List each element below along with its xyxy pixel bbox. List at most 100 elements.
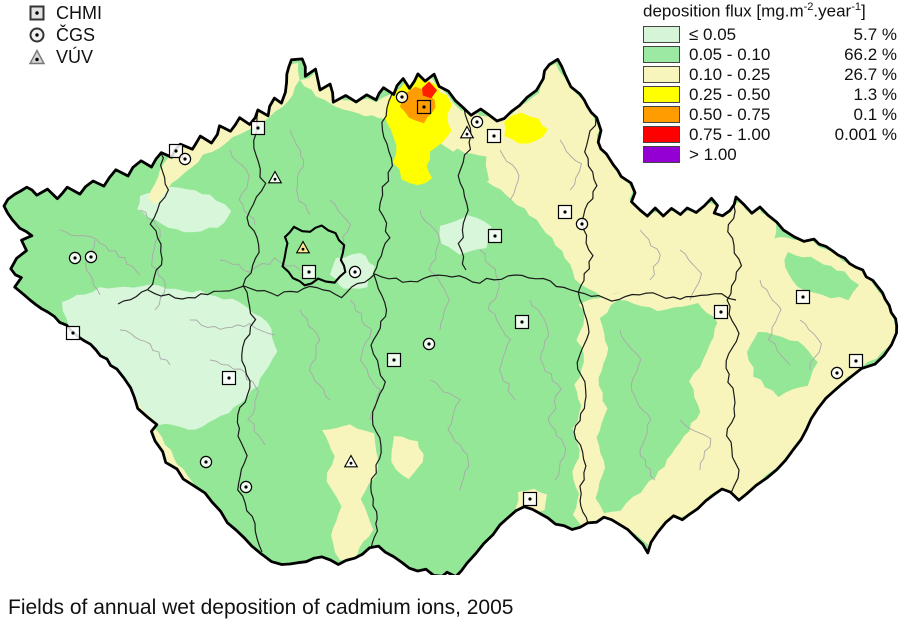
flux-class-range: 0.75 - 1.00 bbox=[689, 124, 771, 144]
district-boundary bbox=[229, 149, 256, 226]
district-boundary bbox=[529, 299, 567, 481]
flux-legend-rows: ≤ 0.05 5.7 % 0.05 - 0.10 66.2 % 0.10 - 0.25 2… bbox=[643, 25, 897, 165]
vuv-station-marker bbox=[267, 170, 283, 184]
flux-legend-row: 0.05 - 0.10 66.2 % bbox=[643, 45, 897, 65]
flux-legend-row: 0.25 - 0.50 1.3 % bbox=[643, 85, 897, 105]
flux-zone-0.10-0.25 bbox=[391, 436, 424, 479]
region-boundary bbox=[147, 285, 245, 300]
cgs-station-marker bbox=[178, 152, 192, 166]
chmi-station-marker bbox=[848, 353, 864, 369]
flux-zone-0.05-0.10 bbox=[747, 332, 818, 398]
cgs-station-marker bbox=[84, 250, 98, 264]
cgs-station-marker bbox=[575, 217, 589, 231]
station-legend-label: VÚV bbox=[56, 46, 94, 67]
flux-class-swatch bbox=[643, 86, 680, 104]
square-dot-icon bbox=[29, 5, 45, 21]
flux-zone-le-0.05 bbox=[439, 215, 492, 255]
flux-class-swatch bbox=[643, 66, 680, 84]
region-boundary bbox=[577, 291, 737, 302]
flux-legend: deposition flux [mg.m-2.year-1] ≤ 0.05 5.… bbox=[643, 1, 897, 165]
flux-class-range: 0.50 - 0.75 bbox=[689, 104, 771, 124]
prague-city-boundary bbox=[281, 224, 347, 287]
district-boundary bbox=[419, 209, 450, 331]
district-boundary bbox=[479, 249, 516, 401]
flux-class-range: 0.10 - 0.25 bbox=[689, 64, 771, 84]
district-boundary bbox=[499, 149, 520, 201]
district-boundary bbox=[429, 379, 470, 491]
flux-class-percent: 1.3 % bbox=[853, 84, 897, 104]
flux-class-range: ≤ 0.05 bbox=[689, 24, 737, 44]
flux-class-percent: 0.001 % bbox=[834, 124, 897, 144]
flux-legend-row: > 1.00 bbox=[643, 145, 897, 165]
district-boundary bbox=[119, 329, 171, 366]
flux-class-swatch bbox=[643, 46, 680, 64]
cgs-station-marker bbox=[395, 90, 409, 104]
district-boundary bbox=[619, 329, 656, 481]
cgs-station-marker bbox=[348, 265, 362, 279]
district-boundary bbox=[679, 249, 703, 301]
chmi-station-marker bbox=[487, 228, 503, 244]
map-caption: Fields of annual wet deposition of cadmi… bbox=[8, 596, 514, 619]
district-boundary bbox=[679, 419, 712, 471]
flux-zone-0.25-0.50 bbox=[504, 112, 548, 144]
chmi-station-marker bbox=[65, 325, 81, 341]
district-boundary bbox=[219, 257, 301, 273]
square-dot-icon bbox=[28, 4, 46, 22]
district-boundary bbox=[759, 279, 791, 366]
region-boundary bbox=[374, 273, 579, 293]
district-boundary bbox=[559, 139, 583, 191]
flux-class-range: 0.05 - 0.10 bbox=[689, 44, 771, 64]
chmi-station-marker bbox=[221, 370, 237, 386]
district-boundary bbox=[349, 299, 381, 421]
triangle-dot-icon bbox=[28, 48, 46, 66]
station-legend: CHMI ČGS VÚV bbox=[28, 2, 102, 68]
chmi-station-marker bbox=[416, 99, 432, 115]
station-legend-row-chmi: CHMI bbox=[28, 2, 102, 24]
cgs-station-marker bbox=[68, 251, 82, 265]
flux-class-range: > 1.00 bbox=[689, 144, 737, 164]
district-boundary bbox=[639, 229, 661, 281]
flux-zone-0.75-1.00 bbox=[422, 81, 438, 99]
flux-class-swatch bbox=[643, 146, 680, 164]
flux-zone-le-0.05 bbox=[62, 284, 278, 430]
region-boundary bbox=[573, 117, 598, 525]
circle-dot-icon bbox=[28, 26, 46, 44]
flux-legend-row: 0.10 - 0.25 26.7 % bbox=[643, 65, 897, 85]
chmi-station-marker bbox=[386, 352, 402, 368]
station-markers bbox=[65, 90, 864, 507]
station-legend-row-vuv: VÚV bbox=[28, 46, 102, 68]
region-boundary bbox=[243, 273, 376, 299]
chmi-station-marker bbox=[168, 143, 184, 159]
district-boundary bbox=[289, 129, 311, 216]
chmi-station-marker bbox=[486, 128, 502, 144]
district-boundary bbox=[139, 209, 166, 311]
flux-legend-row: ≤ 0.05 5.7 % bbox=[643, 25, 897, 45]
triangle-dot-icon bbox=[28, 49, 46, 65]
chmi-station-marker bbox=[514, 314, 530, 330]
district-boundary bbox=[209, 359, 266, 446]
flux-zone-0.05-0.10 bbox=[784, 252, 860, 301]
region-boundary bbox=[117, 151, 170, 305]
chmi-station-marker bbox=[795, 289, 811, 305]
cgs-station-marker bbox=[199, 455, 213, 469]
vuv-station-marker bbox=[459, 125, 475, 139]
station-legend-row-cgs: ČGS bbox=[28, 24, 102, 46]
flux-legend-title: deposition flux [mg.m-2.year-1] bbox=[643, 1, 866, 21]
circle-dot-icon bbox=[29, 27, 45, 43]
district-boundary bbox=[299, 309, 331, 401]
cgs-station-marker bbox=[239, 480, 253, 494]
chmi-station-marker bbox=[522, 491, 538, 507]
chmi-station-marker bbox=[250, 120, 266, 136]
flux-legend-row: 0.75 - 1.00 0.001 % bbox=[643, 125, 897, 145]
flux-class-percent: 0.1 % bbox=[853, 104, 897, 124]
flux-zone-0.05-0.10 bbox=[595, 300, 718, 514]
station-legend-label: CHMI bbox=[56, 2, 102, 23]
cgs-station-marker bbox=[830, 366, 844, 380]
deposition-map bbox=[2, 57, 899, 575]
chmi-station-marker bbox=[301, 264, 317, 280]
flux-class-swatch bbox=[643, 126, 680, 144]
region-boundary bbox=[370, 93, 394, 550]
district-boundary bbox=[59, 229, 141, 276]
district-boundary bbox=[799, 319, 822, 371]
